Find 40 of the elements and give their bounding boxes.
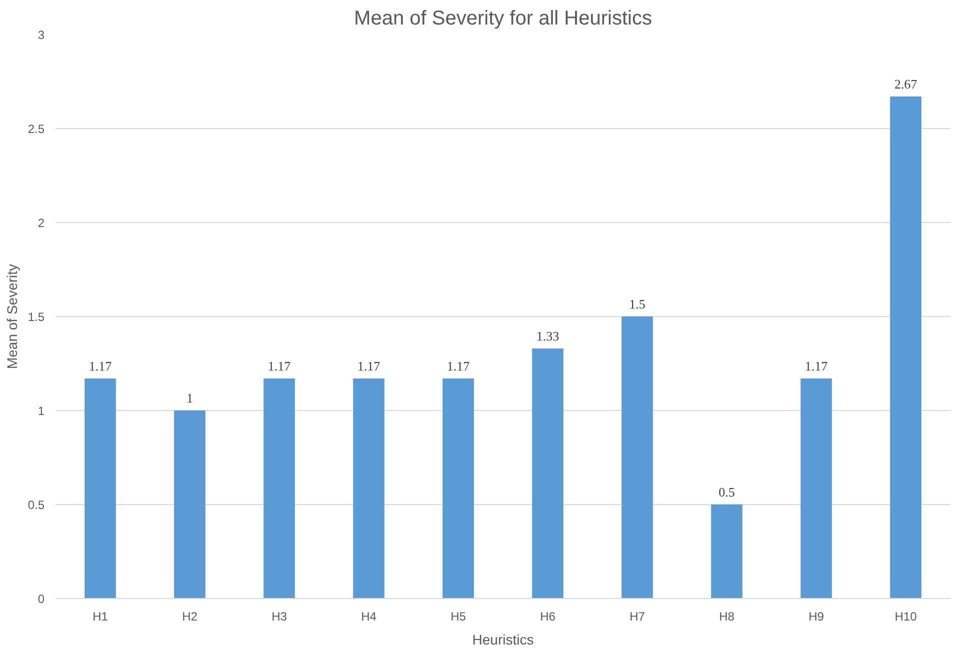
y-tick-label: 1 <box>38 404 45 418</box>
data-label: 1.17 <box>357 358 381 374</box>
data-label: 1.5 <box>629 296 646 312</box>
bar <box>442 378 474 598</box>
bar <box>264 378 295 598</box>
data-label: 1.17 <box>446 358 470 374</box>
bar <box>622 316 653 598</box>
x-axis-title: Heuristics <box>472 632 534 648</box>
x-tick-label: H10 <box>894 610 918 624</box>
y-tick-label: 3 <box>38 28 45 42</box>
bar <box>800 378 832 598</box>
bar <box>84 378 116 598</box>
bar <box>711 504 742 598</box>
x-tick-label: H2 <box>182 610 198 624</box>
x-tick-label: H7 <box>630 610 646 624</box>
data-label: 1.17 <box>804 358 828 374</box>
data-label: 2.67 <box>894 76 918 92</box>
y-tick-label: 1.5 <box>28 310 45 324</box>
y-tick-label: 2.5 <box>28 122 45 136</box>
data-label: 1.17 <box>88 358 112 374</box>
x-tick-label: H8 <box>719 610 735 624</box>
x-tick-label: H1 <box>92 610 108 624</box>
data-label: 1.17 <box>268 358 292 374</box>
chart-title: Mean of Severity for all Heuristics <box>354 8 652 30</box>
y-tick-label: 0 <box>38 592 45 606</box>
y-axis-title: Mean of Severity <box>4 264 20 370</box>
x-tick-label: H6 <box>540 610 556 624</box>
x-tick-label: H9 <box>808 610 824 624</box>
bar <box>174 410 206 598</box>
x-tick-label: H4 <box>361 610 377 624</box>
bar <box>890 96 922 598</box>
y-tick-label: 0.5 <box>28 498 45 512</box>
x-tick-label: H3 <box>272 610 288 624</box>
bar <box>532 348 564 598</box>
data-label: 1 <box>186 390 193 406</box>
x-tick-label: H5 <box>450 610 466 624</box>
y-tick-label: 2 <box>38 216 45 230</box>
data-label: 1.33 <box>536 328 560 344</box>
data-label: 0.5 <box>718 484 735 500</box>
bar <box>353 378 384 598</box>
